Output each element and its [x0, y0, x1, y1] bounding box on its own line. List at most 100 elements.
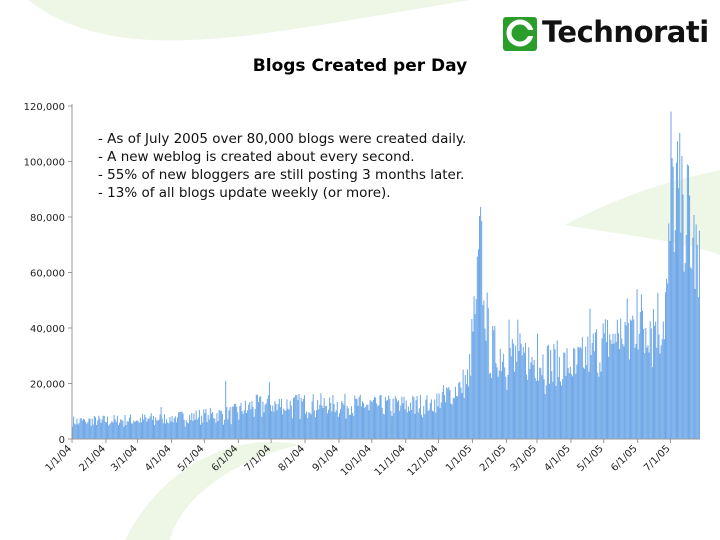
data-bar [257, 402, 260, 439]
data-bar [475, 299, 477, 439]
data-bar [538, 380, 540, 439]
data-bar [282, 414, 284, 439]
data-bar [486, 292, 488, 439]
data-bar [690, 267, 692, 439]
data-bar [283, 408, 285, 439]
background-swoosh-top [28, 0, 470, 41]
data-bar [101, 419, 103, 439]
data-bar [651, 367, 653, 439]
data-bar [236, 406, 238, 439]
data-bar [323, 398, 325, 439]
data-bar [659, 353, 661, 439]
data-bar [165, 423, 167, 439]
data-bar [550, 349, 552, 439]
data-bar [114, 419, 116, 439]
data-bar [194, 419, 196, 439]
data-bar [483, 300, 485, 439]
x-tick-label: 11/1/04 [373, 443, 408, 478]
data-bar [291, 418, 293, 439]
data-bar [92, 424, 94, 439]
data-bar [332, 395, 334, 439]
data-bar [150, 413, 152, 439]
data-bar [428, 409, 430, 439]
data-bar [685, 235, 687, 439]
data-bar [569, 366, 571, 439]
data-bar [613, 343, 615, 439]
data-bar [320, 393, 322, 439]
data-bar [134, 421, 136, 439]
data-bar [79, 418, 81, 439]
data-bar [670, 111, 672, 440]
data-bar [202, 422, 204, 439]
data-bar [605, 341, 607, 439]
data-bar [620, 318, 622, 439]
data-bar [266, 398, 268, 439]
data-bar [657, 292, 659, 439]
data-bar [210, 413, 212, 439]
data-bar [599, 362, 601, 439]
data-bar [692, 237, 694, 439]
data-bar [419, 394, 421, 439]
data-bar [355, 398, 357, 439]
x-axis: 1/1/04 2/1/04 3/1/04 4/1/04 5/1/04 6/1/04 7/1/… [44, 439, 673, 478]
data-bar [683, 271, 685, 439]
data-bar [687, 165, 690, 440]
data-bar [579, 347, 581, 439]
data-bar [232, 406, 234, 439]
technorati-logo: Technorati [502, 15, 712, 52]
data-bar [541, 375, 543, 439]
data-bar [503, 353, 505, 439]
data-bar [482, 305, 484, 439]
data-bar [162, 423, 164, 439]
x-tick-label: 9/1/04 [311, 443, 342, 474]
data-bar [450, 403, 452, 439]
data-bar [406, 412, 408, 439]
data-bar [76, 418, 78, 439]
data-bar [272, 405, 274, 439]
data-bar [77, 424, 79, 439]
data-bar [489, 372, 491, 439]
data-bar [421, 414, 423, 439]
data-bar [452, 397, 454, 439]
data-bar [623, 346, 625, 439]
data-bar [597, 372, 599, 439]
data-bar [157, 420, 159, 439]
data-bar [310, 414, 312, 439]
data-bar [110, 422, 112, 439]
data-bar [238, 419, 240, 439]
data-bar [222, 424, 225, 439]
data-bar [287, 408, 289, 439]
data-bar [387, 400, 389, 439]
data-bar [508, 319, 510, 439]
data-bar [338, 413, 340, 439]
data-bar [499, 348, 501, 439]
data-bar [598, 376, 600, 439]
data-bar [243, 410, 245, 439]
data-bar [267, 395, 269, 439]
data-bar [603, 333, 605, 439]
data-bar [507, 375, 509, 439]
data-bar [326, 413, 328, 439]
data-bar [515, 345, 517, 439]
data-bar [279, 407, 281, 439]
y-tick-label: 20,000 [30, 380, 65, 391]
data-bar [592, 333, 594, 439]
data-bar [85, 421, 87, 439]
data-bar [631, 320, 633, 439]
data-bar [470, 375, 472, 439]
data-bar [340, 409, 342, 439]
data-bar [89, 418, 91, 439]
data-bar [695, 224, 697, 439]
data-bar [369, 400, 371, 439]
annotation-line: - A new weblog is created about every se… [98, 149, 415, 165]
data-bar [155, 417, 157, 439]
data-bar [616, 319, 618, 439]
data-bar [634, 347, 636, 439]
data-bar [535, 380, 537, 439]
data-bar [72, 426, 74, 439]
data-bar [530, 362, 532, 439]
data-bar [564, 352, 566, 439]
data-bar [533, 359, 535, 439]
data-bar [220, 410, 222, 439]
data-bar [439, 408, 441, 439]
